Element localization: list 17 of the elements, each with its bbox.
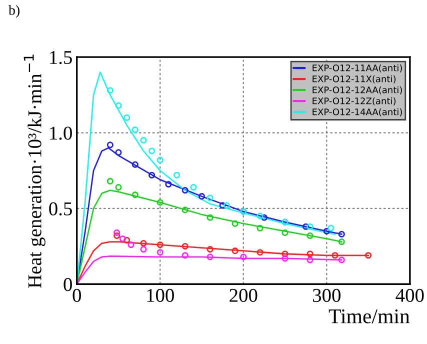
x-axis-title: Time/min bbox=[328, 309, 410, 324]
y-tick-label: 1.0 bbox=[50, 126, 72, 140]
x-tick-label: 200 bbox=[230, 288, 258, 302]
x-tick-label: 0 bbox=[72, 288, 81, 302]
text: b) bbox=[8, 5, 20, 18]
legend-label: EXP-O12-12Z(anti) bbox=[312, 97, 396, 106]
y-tick-label: 1.5 bbox=[50, 51, 72, 64]
legend-label: EXP-O12-14AA(anti) bbox=[312, 108, 402, 116]
legend-label: EXP-O12-12AA(anti) bbox=[312, 86, 402, 94]
legend-label: EXP-O12-11X(anti) bbox=[312, 75, 396, 84]
y-tick-label: 0.5 bbox=[49, 202, 72, 216]
y-tick-label: 0 bbox=[64, 278, 72, 292]
x-tick-label: 400 bbox=[396, 288, 424, 302]
x-tick-label: 300 bbox=[313, 288, 340, 302]
y-axis-title: Heat generation·10³/kJ·min$^{−1}$ bbox=[24, 54, 46, 288]
legend-label: EXP-O12-11AA(anti) bbox=[312, 64, 402, 72]
x-tick-label: 100 bbox=[147, 288, 174, 302]
